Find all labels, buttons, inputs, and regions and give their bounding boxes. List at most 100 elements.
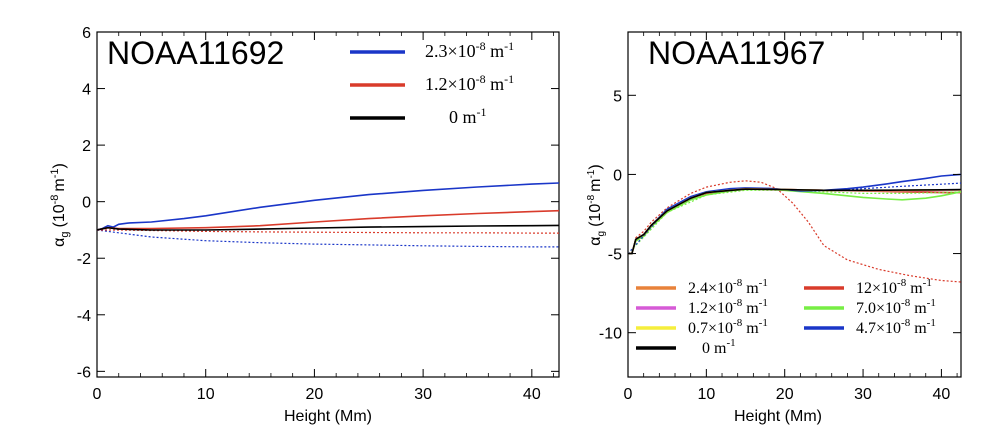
y-tick-label: 0 — [82, 195, 91, 212]
y-title-subscript: g — [596, 231, 607, 237]
legend-mantissa: 12×10 — [856, 280, 897, 297]
x-tick-label: 20 — [776, 386, 794, 403]
x-tick-label: 40 — [933, 386, 951, 403]
legend-unit: m — [910, 300, 927, 317]
legend-exponent: -1 — [726, 337, 735, 349]
legend-unit-exponent: -1 — [759, 317, 768, 329]
legend-mantissa: 1.2×10 — [425, 74, 476, 94]
legend-exponent: -8 — [733, 277, 743, 289]
legend-unit-exponent: -1 — [927, 297, 936, 309]
legend-unit: m — [486, 74, 505, 94]
x-tick-label: 10 — [197, 386, 215, 403]
legend-exponent: -8 — [476, 72, 486, 86]
y-tick-label: 6 — [82, 25, 91, 42]
y-title-close: ) — [587, 164, 604, 169]
chart-panel-noaa11967: 0 10 20 30 40 -10 -5 0 5 NOAA11967 Height (Mm) α… — [586, 31, 962, 425]
legend-unit-exponent: -1 — [927, 317, 936, 329]
legend-exponent: -8 — [897, 277, 907, 289]
y-tick-label: -2 — [77, 251, 91, 268]
series-line-2 — [628, 188, 961, 255]
x-tick-label: 30 — [854, 386, 872, 403]
y-tick-label: 0 — [613, 167, 622, 184]
series-line-4 — [97, 224, 559, 231]
ticks-layer: 0 10 20 30 40 -10 -5 0 5 — [599, 32, 961, 403]
legend-unit: m — [742, 320, 759, 337]
legend-unit-exponent: -1 — [759, 277, 768, 289]
legend-label: 1.2×10-8 m-1 — [688, 297, 768, 317]
y-title-symbol: α — [587, 236, 604, 245]
legend-exponent: -8 — [733, 297, 743, 309]
legend-exponent: -8 — [901, 317, 911, 329]
legend-label: 0 m-1 — [702, 337, 736, 357]
y-axis-title: αg (10-8 m-1) — [586, 164, 607, 245]
legend-mantissa: 0 m — [702, 340, 727, 357]
x-axis-title: Height (Mm) — [734, 408, 822, 425]
panel-title: NOAA11692 — [107, 35, 284, 71]
legend-mantissa: 4.7×10 — [856, 320, 901, 337]
y-tick-label: 2 — [82, 138, 91, 155]
legend: 2.4×10-8 m-11.2×10-8 m-10.7×10-8 m-10 m-… — [636, 277, 936, 357]
legend-unit: m — [742, 300, 759, 317]
series-line-4 — [628, 173, 961, 255]
y-tick-label: 4 — [82, 82, 91, 99]
x-tick-label: 0 — [93, 386, 102, 403]
legend-mantissa: 2.3×10 — [425, 41, 476, 61]
y-tick-label: -10 — [599, 326, 622, 343]
legend-unit-exponent: -1 — [923, 277, 932, 289]
legend-mantissa: 7.0×10 — [856, 300, 901, 317]
legend-mantissa: 1.2×10 — [688, 300, 733, 317]
legend-unit-exponent: -1 — [504, 72, 514, 86]
chart-panel-noaa11692: 0 10 20 30 40 -6 -4 -2 0 2 4 6 NOAA11692 Height (Mm… — [49, 25, 560, 425]
y-title-unit: (10 — [587, 204, 604, 227]
legend-mantissa: 0 m — [449, 107, 477, 127]
legend-label: 0 m-1 — [449, 105, 487, 127]
legend-unit: m — [742, 280, 759, 297]
svg-text:αg(10-8m-1): αg (10-8 m-1) — [49, 163, 71, 247]
y-title-unit-tail: m — [587, 179, 604, 192]
x-tick-label: 0 — [624, 386, 633, 403]
y-title-symbol: α — [51, 238, 68, 247]
y-title-unit-exp: -8 — [586, 194, 597, 203]
y-title-unit-tail: m — [51, 178, 68, 191]
legend-exponent: -8 — [733, 317, 743, 329]
series-line-0 — [628, 180, 961, 283]
y-tick-label: -4 — [77, 308, 91, 325]
ticks-layer: 0 10 20 30 40 -6 -4 -2 0 2 4 6 — [77, 25, 559, 403]
legend-unit-exponent: -1 — [759, 297, 768, 309]
legend-unit: m — [486, 41, 505, 61]
legend-exponent: -8 — [476, 39, 486, 53]
y-tick-label: -5 — [608, 247, 622, 264]
legend-label: 12×10-8 m-1 — [856, 277, 932, 297]
series-line-0 — [97, 182, 559, 231]
series-layer — [97, 182, 559, 248]
legend-exponent: -1 — [477, 105, 487, 119]
legend-unit: m — [910, 320, 927, 337]
plot-frame — [96, 31, 560, 378]
legend-unit-exponent: -1 — [504, 39, 514, 53]
legend-label: 2.3×10-8 m-1 — [425, 39, 514, 61]
y-axis-title: αg (10-8 m-1) — [49, 163, 71, 247]
series-layer — [628, 173, 961, 283]
y-tick-label: 5 — [613, 88, 622, 105]
y-title-unit-exp: -8 — [49, 195, 61, 205]
legend-mantissa: 2.4×10 — [688, 280, 733, 297]
y-title-subscript: g — [59, 231, 71, 237]
legend-label: 0.7×10-8 m-1 — [688, 317, 768, 337]
legend-label: 1.2×10-8 m-1 — [425, 72, 514, 94]
x-tick-label: 40 — [523, 386, 541, 403]
legend: 2.3×10-8 m-11.2×10-8 m-10 m-1 — [350, 39, 514, 127]
series-line-9 — [628, 188, 961, 255]
x-axis-title: Height (Mm) — [284, 408, 372, 425]
plot-frame — [627, 31, 962, 378]
y-title-unit-tail-exp: -1 — [49, 168, 61, 178]
svg-text:αg(10-8m-1): αg (10-8 m-1) — [586, 164, 607, 245]
legend-label: 4.7×10-8 m-1 — [856, 317, 936, 337]
x-tick-label: 30 — [414, 386, 432, 403]
series-line-3 — [97, 229, 559, 234]
y-tick-label: -6 — [77, 364, 91, 381]
legend-unit: m — [906, 280, 923, 297]
x-tick-label: 10 — [697, 386, 715, 403]
y-title-unit: (10 — [51, 204, 68, 227]
legend-label: 7.0×10-8 m-1 — [856, 297, 936, 317]
